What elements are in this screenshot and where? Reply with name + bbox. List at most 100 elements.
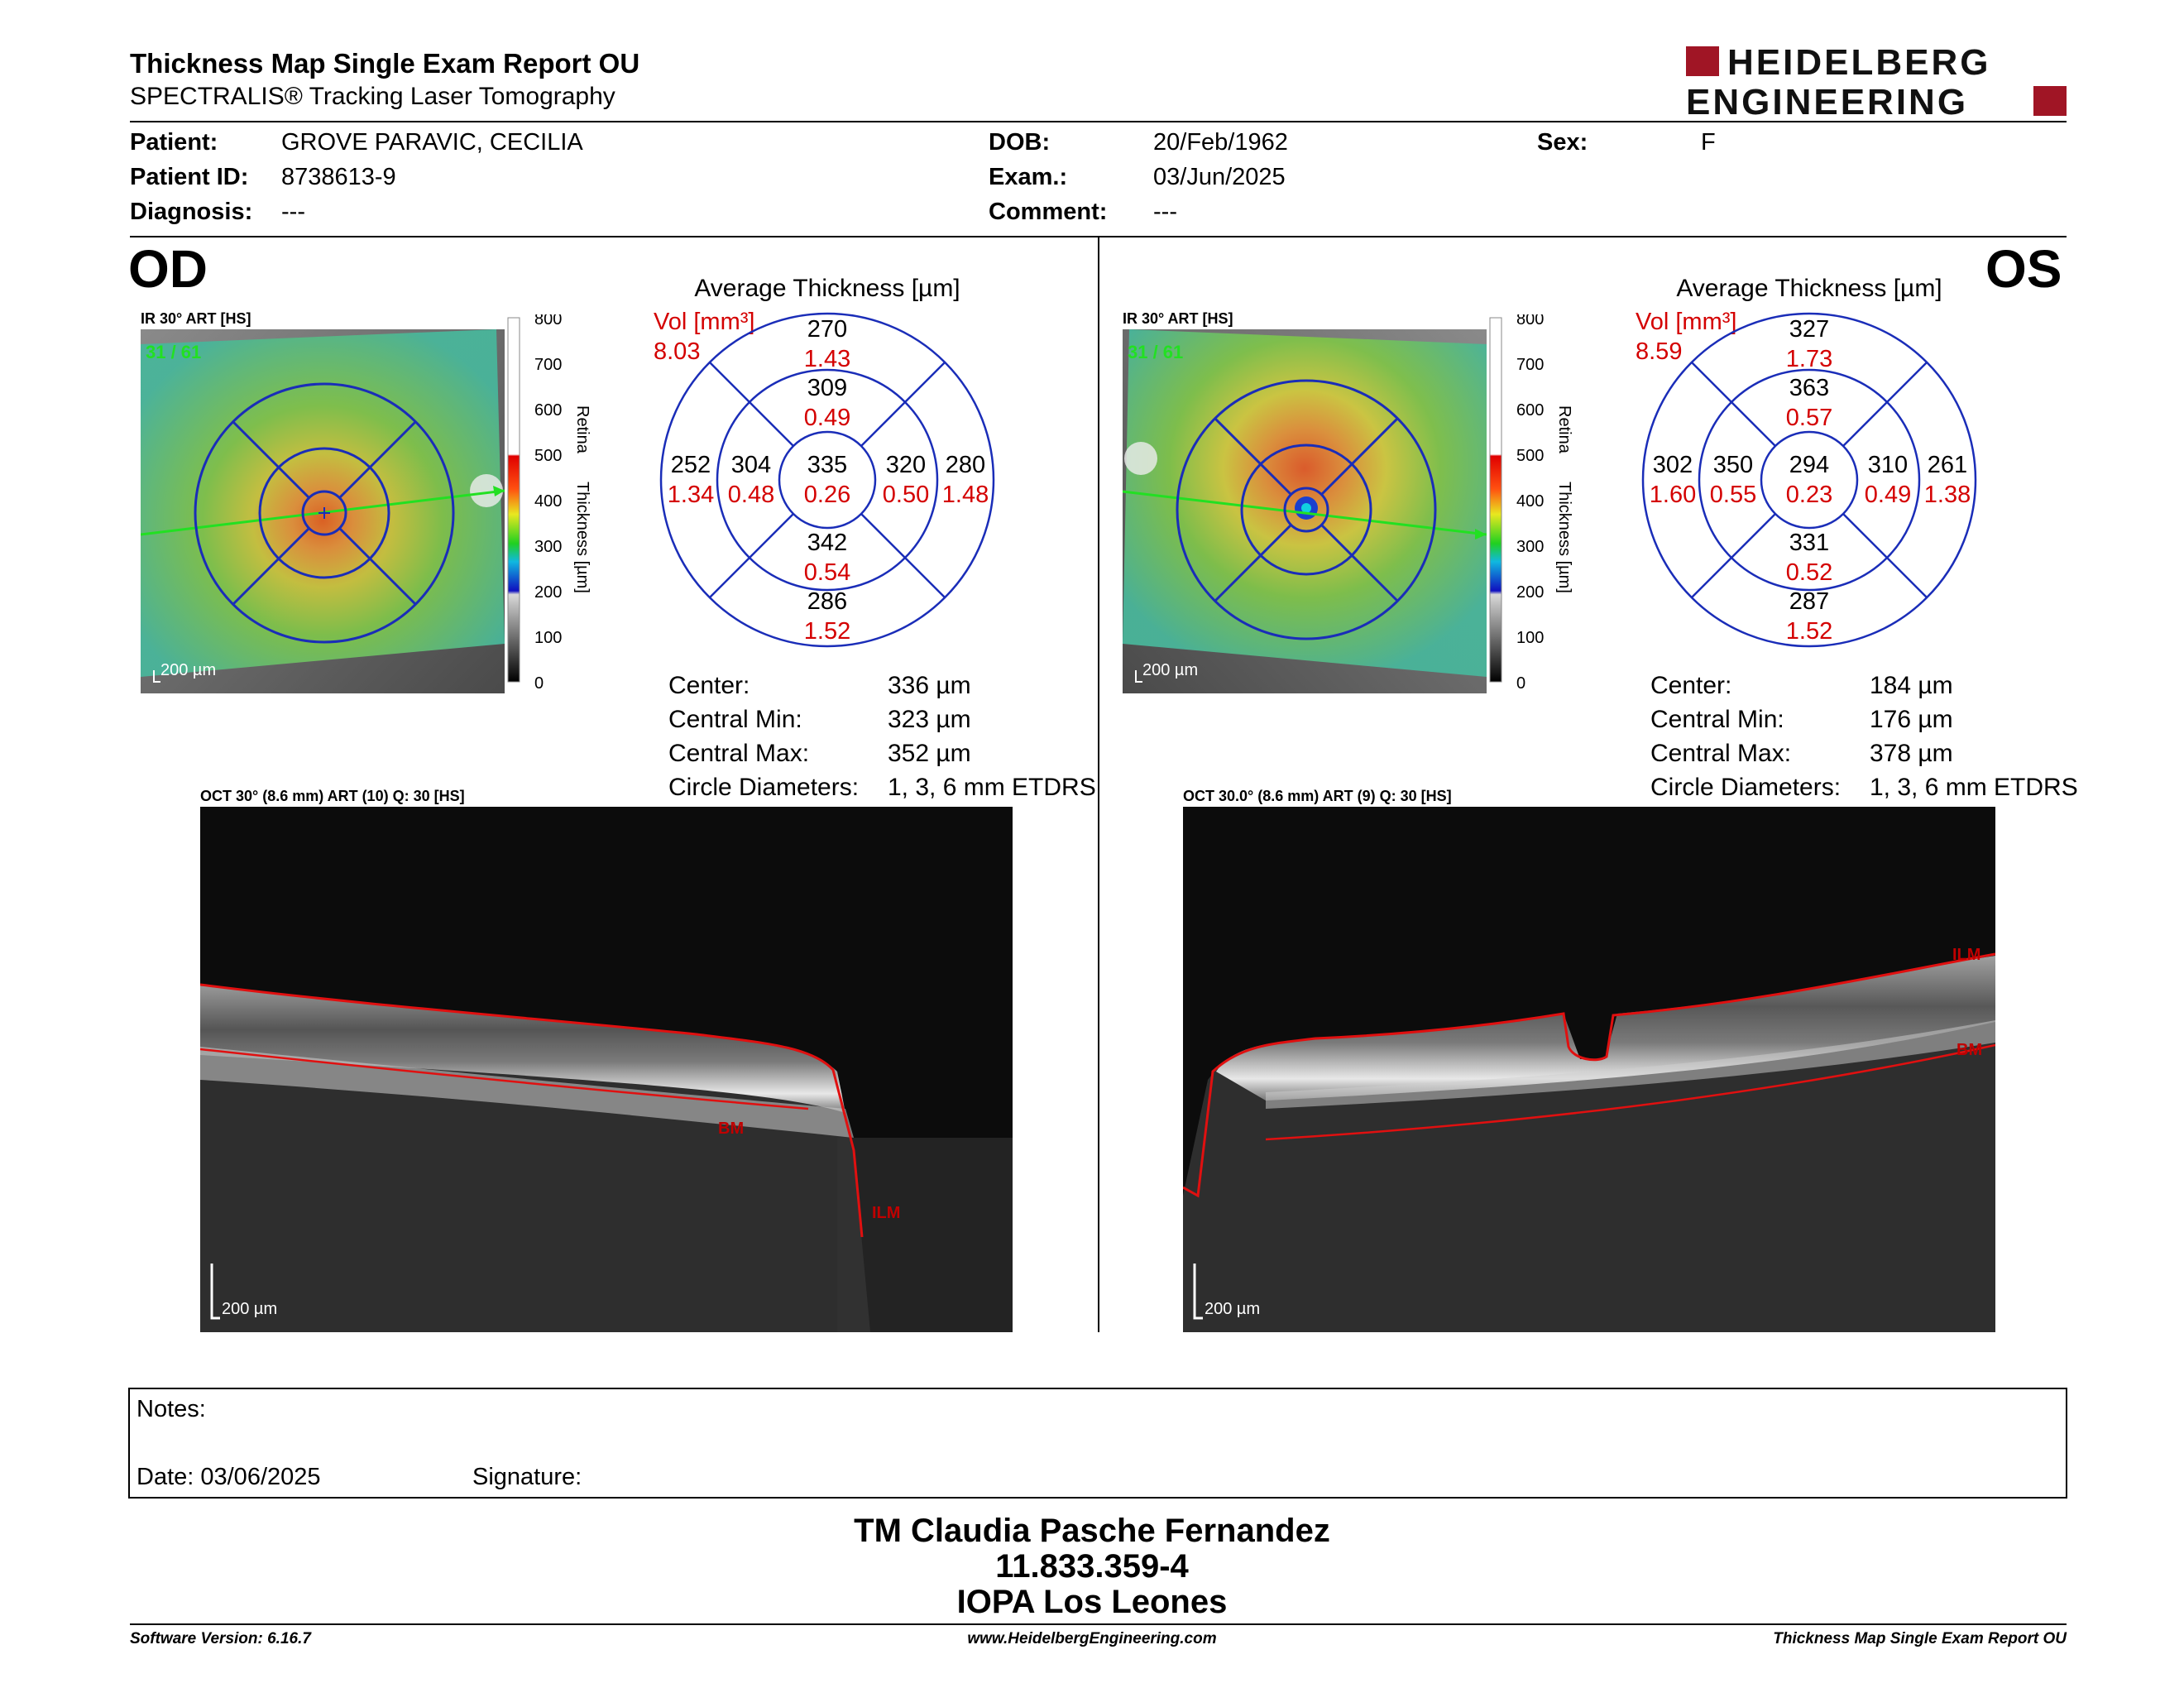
notes-box[interactable]: Notes: Date: 03/06/2025 Signature: bbox=[128, 1388, 2067, 1499]
cbar-tick: 200 bbox=[534, 583, 562, 602]
od-inner-left-volume: 0.48 bbox=[728, 482, 774, 508]
od-center-value: 336 µm bbox=[888, 672, 971, 699]
signer-id: 11.833.359-4 bbox=[995, 1548, 1189, 1585]
comment-value: --- bbox=[1153, 199, 1177, 225]
footer-report-name: Thickness Map Single Exam Report OU bbox=[1773, 1630, 2067, 1647]
od-outer-sup-volume: 1.43 bbox=[804, 346, 850, 372]
cbar-tick: 600 bbox=[1516, 401, 1544, 420]
od-inner-sup-volume: 0.49 bbox=[804, 405, 850, 431]
sex-label: Sex: bbox=[1537, 129, 1588, 156]
signer-name: TM Claudia Pasche Fernandez bbox=[854, 1513, 1330, 1549]
os-ir-label: IR 30° ART [HS] bbox=[1123, 310, 1233, 327]
od-ilm-label: ILM bbox=[872, 1204, 900, 1222]
os-diam-value: 1, 3, 6 mm ETDRS bbox=[1870, 774, 2078, 801]
os-map-scale: 200 µm bbox=[1142, 661, 1198, 679]
os-min-value: 176 µm bbox=[1870, 706, 1953, 733]
os-outer-right-thickness: 261 bbox=[1928, 452, 1967, 478]
od-min-label: Central Min: bbox=[668, 706, 802, 733]
cbar-tick: 100 bbox=[534, 629, 562, 647]
od-outer-right-thickness: 280 bbox=[946, 452, 985, 478]
os-vol-total: 8.59 bbox=[1636, 338, 1682, 365]
od-outer-inf-thickness: 286 bbox=[807, 588, 847, 615]
od-inner-inf-volume: 0.54 bbox=[804, 559, 850, 586]
dob-label: DOB: bbox=[989, 129, 1051, 156]
footer-website[interactable]: www.HeidelbergEngineering.com bbox=[967, 1630, 1217, 1647]
cbar-title-1: Retina bbox=[573, 405, 592, 454]
os-inner-left-volume: 0.55 bbox=[1710, 482, 1756, 508]
os-max-label: Central Max: bbox=[1650, 740, 1792, 767]
os-ilm-label: ILM bbox=[1952, 946, 1980, 964]
os-avg-title: Average Thickness [µm] bbox=[1676, 275, 1942, 302]
dob-value: 20/Feb/1962 bbox=[1153, 129, 1288, 156]
od-center-volume: 0.26 bbox=[804, 482, 850, 508]
od-outer-inf-volume: 1.52 bbox=[804, 618, 850, 645]
od-outer-right-volume: 1.48 bbox=[942, 482, 989, 508]
cbar-tick: 0 bbox=[1516, 674, 1525, 693]
od-oct-scale: 200 µm bbox=[222, 1300, 277, 1318]
os-center-volume: 0.23 bbox=[1786, 482, 1832, 508]
od-min-value: 323 µm bbox=[888, 706, 971, 733]
report-title: Thickness Map Single Exam Report OU bbox=[130, 48, 640, 79]
os-outer-inf-volume: 1.52 bbox=[1786, 618, 1832, 645]
od-inner-sup-thickness: 309 bbox=[807, 375, 847, 401]
os-bm-label: BM bbox=[1956, 1041, 1982, 1059]
od-vol-label: Vol [mm³] bbox=[654, 309, 754, 335]
od-max-value: 352 µm bbox=[888, 740, 971, 767]
os-outer-left-volume: 1.60 bbox=[1650, 482, 1696, 508]
os-colorbar: 800 700 600 500 400 300 200 100 0 Retina… bbox=[1488, 310, 1579, 703]
cbar-tick: 700 bbox=[534, 356, 562, 374]
os-center-value: 184 µm bbox=[1870, 672, 1953, 699]
os-inner-right-volume: 0.49 bbox=[1865, 482, 1911, 508]
patient-value: GROVE PARAVIC, CECILIA bbox=[281, 129, 583, 156]
od-ir-label: IR 30° ART [HS] bbox=[141, 310, 251, 327]
exam-label: Exam.: bbox=[989, 164, 1068, 190]
os-inner-sup-thickness: 363 bbox=[1789, 375, 1829, 401]
os-outer-sup-volume: 1.73 bbox=[1786, 346, 1832, 372]
cbar-tick: 700 bbox=[1516, 356, 1544, 374]
signer-place: IOPA Los Leones bbox=[956, 1584, 1228, 1620]
od-inner-right-volume: 0.50 bbox=[883, 482, 929, 508]
os-inner-inf-volume: 0.52 bbox=[1786, 559, 1832, 586]
os-inner-sup-volume: 0.57 bbox=[1786, 405, 1832, 431]
eye-label-od: OD bbox=[128, 239, 208, 299]
os-outer-sup-thickness: 327 bbox=[1789, 316, 1829, 343]
os-outer-right-volume: 1.38 bbox=[1924, 482, 1971, 508]
os-inner-inf-thickness: 331 bbox=[1789, 530, 1829, 556]
os-outer-left-thickness: 302 bbox=[1653, 452, 1693, 478]
os-oct-scale: 200 µm bbox=[1205, 1300, 1260, 1318]
cbar-title-2: Thickness [µm] bbox=[1555, 482, 1573, 593]
notes-date: Date: 03/06/2025 bbox=[136, 1464, 321, 1490]
od-outer-left-thickness: 252 bbox=[671, 452, 711, 478]
od-inner-left-thickness: 304 bbox=[731, 452, 771, 478]
od-colorbar: 800 700 600 500 400 300 200 100 0 Retina… bbox=[506, 310, 597, 703]
od-diam-label: Circle Diameters: bbox=[668, 774, 860, 801]
od-max-label: Central Max: bbox=[668, 740, 810, 767]
od-frame-counter: 31 / 61 bbox=[146, 342, 201, 362]
diagnosis-label: Diagnosis: bbox=[130, 199, 253, 225]
cbar-tick: 400 bbox=[534, 492, 562, 511]
cbar-title-2: Thickness [µm] bbox=[573, 482, 592, 593]
cbar-tick: 300 bbox=[534, 538, 562, 556]
exam-value: 03/Jun/2025 bbox=[1153, 164, 1286, 190]
logo-line2: ENGINEERING bbox=[1686, 82, 1968, 119]
cbar-title-1: Retina bbox=[1555, 405, 1573, 454]
os-oct-bscan: ILM BM 200 µm bbox=[1182, 807, 1996, 1332]
os-thickness-map: 31 / 61 200 µm bbox=[1122, 329, 1487, 693]
os-min-label: Central Min: bbox=[1650, 706, 1784, 733]
report-subtitle: SPECTRALIS® Tracking Laser Tomography bbox=[130, 83, 615, 110]
os-etdrs-grid: Average Thickness [µm] Vol [mm³] 8.59 32… bbox=[1611, 265, 2041, 662]
os-oct-label: OCT 30.0° (8.6 mm) ART (9) Q: 30 [HS] bbox=[1183, 788, 1452, 804]
cbar-tick: 100 bbox=[1516, 629, 1544, 647]
comment-label: Comment: bbox=[989, 199, 1108, 225]
od-oct-bscan: ILM BM 200 µm bbox=[199, 807, 1013, 1332]
os-inner-left-thickness: 350 bbox=[1713, 452, 1753, 478]
patient-label: Patient: bbox=[130, 129, 218, 156]
os-frame-counter: 31 / 61 bbox=[1128, 342, 1183, 362]
cbar-tick: 500 bbox=[534, 447, 562, 465]
os-diam-label: Circle Diameters: bbox=[1650, 774, 1842, 801]
od-outer-left-volume: 1.34 bbox=[668, 482, 714, 508]
os-outer-inf-thickness: 287 bbox=[1789, 588, 1829, 615]
cbar-tick: 0 bbox=[534, 674, 544, 693]
os-inner-right-thickness: 310 bbox=[1868, 452, 1908, 478]
logo-line1: HEIDELBERG bbox=[1727, 45, 1990, 83]
